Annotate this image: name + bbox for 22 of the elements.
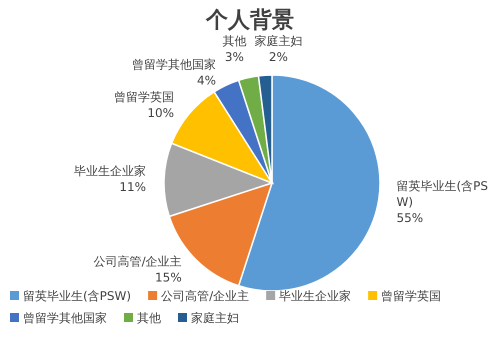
slice-label: 公司高管/企业主 <box>94 254 182 268</box>
data-label: 15% <box>155 270 182 284</box>
slice-label: 其他 <box>222 34 246 48</box>
legend-label: 家庭主妇 <box>191 311 239 325</box>
legend-label: 曾留学英国 <box>381 289 442 303</box>
legend-label: 公司高管/企业主 <box>161 289 250 303</box>
legend-label: 曾留学其他国家 <box>23 311 107 325</box>
slice-label: 曾留学其他国家 <box>132 58 216 72</box>
slice-label: 曾留学英国 <box>114 90 174 104</box>
chart-title: 个人背景 <box>205 8 294 33</box>
legend-label: 留英毕业生(含PSW) <box>23 289 132 303</box>
data-label: 10% <box>147 106 174 120</box>
data-label: 11% <box>119 180 146 194</box>
slice-label: 留英毕业生(含PSW) <box>396 179 488 210</box>
data-label: 4% <box>197 74 216 88</box>
slice-label: 毕业生企业家 <box>74 164 146 178</box>
data-label: 2% <box>268 50 288 64</box>
legend-label: 毕业生企业家 <box>279 289 352 303</box>
data-label: 3% <box>224 50 244 64</box>
data-label: 55% <box>396 211 424 226</box>
legend-label: 其他 <box>137 311 161 325</box>
slice-label: 家庭主妇 <box>254 34 302 48</box>
